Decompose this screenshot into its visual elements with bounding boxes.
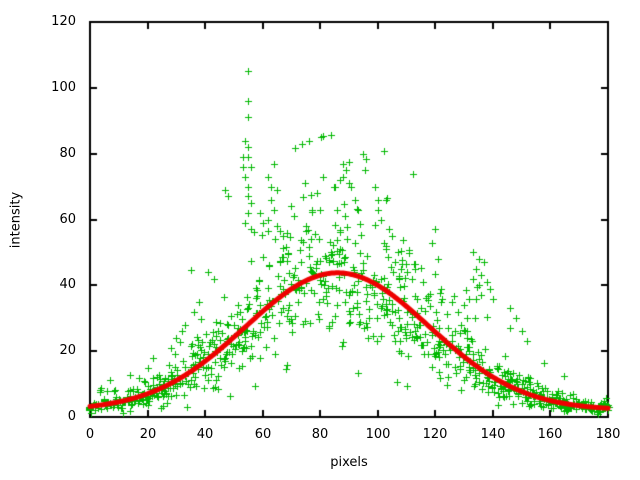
- x-tick-label: 20: [139, 427, 157, 442]
- x-axis-title: pixels: [330, 455, 368, 470]
- x-tick-label: 180: [595, 427, 621, 442]
- x-tick-label: 40: [196, 427, 214, 442]
- y-tick-label: 80: [59, 146, 76, 161]
- x-tick-label: 0: [85, 427, 95, 442]
- y-tick-label: 120: [51, 14, 76, 29]
- x-tick-label: 120: [422, 427, 448, 442]
- y-tick-label: 100: [51, 80, 76, 95]
- y-tick-label: 40: [59, 277, 76, 292]
- x-tick-label: 60: [254, 427, 272, 442]
- x-tick-label: 160: [537, 427, 563, 442]
- y-tick-label: 60: [59, 212, 76, 227]
- y-tick-label: 20: [59, 343, 76, 358]
- y-axis-title: intensity: [8, 191, 24, 249]
- y-tick-label: 0: [67, 409, 76, 424]
- x-tick-label: 100: [365, 427, 391, 442]
- x-tick-label: 80: [311, 427, 329, 442]
- x-tick-label: 140: [480, 427, 506, 442]
